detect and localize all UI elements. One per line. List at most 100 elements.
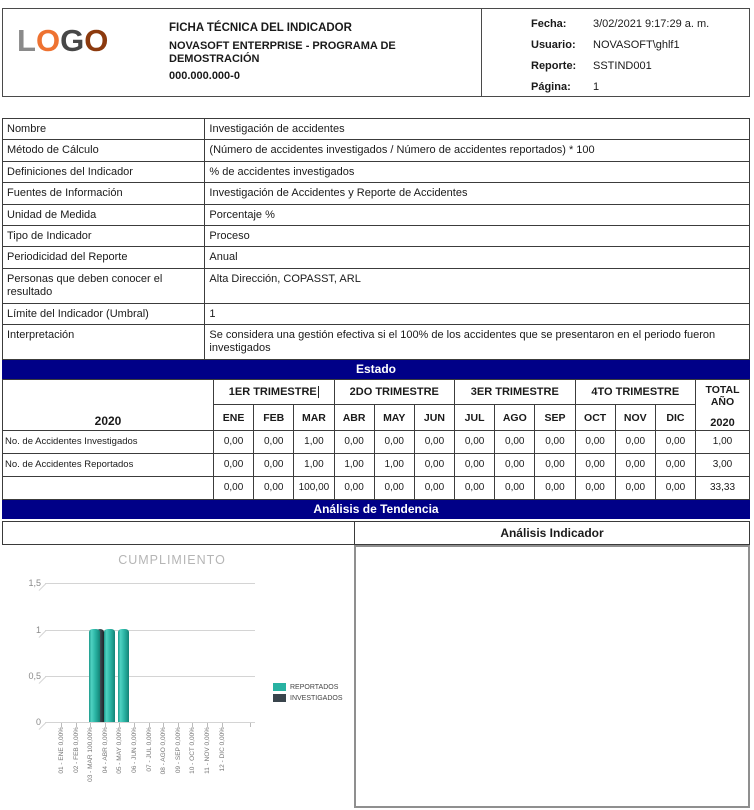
- company-logo: LOGO: [17, 25, 108, 56]
- estado-value-r1-c8: 0,00: [534, 452, 576, 477]
- x-tick-extra: [250, 722, 251, 727]
- chart-legend: REPORTADOS INVESTIGADOS: [273, 682, 343, 704]
- report-title: FICHA TÉCNICA DEL INDICADOR: [169, 22, 352, 34]
- company-code: 000.000.000-0: [169, 70, 240, 83]
- month-header-sep: SEP: [534, 404, 576, 431]
- estado-value-r0-c8: 0,00: [534, 429, 576, 454]
- logo-letter-2: G: [60, 23, 85, 58]
- info-row-label: Nombre: [1, 117, 206, 141]
- estado-value-r1-c7: 0,00: [494, 452, 536, 477]
- info-row-9: Interpretación Se considera una gestión e…: [1, 324, 750, 360]
- estado-data-row-0: No. de Accidentes Investigados 0,00 0,00 1,…: [2, 429, 750, 454]
- y-axis-label-1: 1: [35, 624, 41, 635]
- info-row-1: Método de Cálculo (Número de accidentes i…: [1, 139, 750, 162]
- estado-value-r2-c0: 0,00: [212, 475, 255, 500]
- x-tick-6: [134, 722, 135, 727]
- bottom-area: CUMPLIMIENTO REPORTADOS INVESTIGADOS 1,5 1…: [2, 544, 750, 810]
- legend-label-reportados: REPORTADOS: [290, 683, 339, 691]
- info-row-8: Límite del Indicador (Umbral) 1: [1, 302, 750, 326]
- info-row-4: Unidad de Medida Porcentaje %: [1, 203, 750, 227]
- legend-row-investigados: INVESTIGADOS: [273, 693, 343, 704]
- analisis-header-row: Análisis Indicador: [2, 520, 750, 545]
- month-header-ago: AGO: [494, 404, 536, 431]
- x-axis-label-8: 08 - AGO 0,00%: [160, 726, 168, 775]
- x-tick-7: [148, 722, 150, 727]
- estado-value-r0-c3: 0,00: [333, 429, 375, 454]
- estado-value-r0-c1: 0,00: [253, 429, 295, 454]
- quarter-header-3: 4TO TRIMESTRE: [574, 378, 697, 406]
- estado-value-r0-c0: 0,00: [212, 429, 255, 454]
- estado-value-r2-c7: 0,00: [494, 475, 536, 500]
- info-row-label: Personas que deben conocer el resultado: [1, 267, 206, 304]
- estado-value-r0-c6: 0,00: [454, 429, 496, 454]
- chart-title: CUMPLIMIENTO: [118, 552, 226, 567]
- estado-row-total-0: 1,00: [695, 429, 750, 454]
- estado-value-r2-c11: 0,00: [654, 475, 697, 500]
- x-axis-label-3: 03 - MAR 100,00%: [87, 726, 95, 782]
- info-row-0: Nombre Investigación de accidentes: [1, 117, 750, 141]
- logo-letter-3: O: [84, 23, 109, 58]
- estado-value-r1-c10: 0,00: [614, 452, 656, 477]
- estado-month-row: ENE FEB MAR ABR MAY JUN JUL AGO SEP OCT NOV DIC: [3, 404, 750, 431]
- info-row-label: Límite del Indicador (Umbral): [1, 302, 206, 326]
- gridline-1,5: [45, 582, 255, 584]
- estado-value-r1-c5: 0,00: [413, 452, 456, 477]
- x-tick-9: [177, 722, 179, 727]
- month-header-feb: FEB: [253, 404, 295, 431]
- legend-swatch-investigados: [273, 694, 286, 703]
- text-cursor: [317, 386, 319, 399]
- info-row-label: Periodicidad del Reporte: [1, 246, 206, 269]
- estado-data-row-2: 0,00 0,00 100,00 0,00 0,00 0,00 0,00 0,00 0,00 0,…: [2, 475, 750, 500]
- x-axis-label-1: 01 - ENE 0,00%: [58, 726, 65, 774]
- estado-value-r2-c9: 0,00: [574, 475, 616, 500]
- info-row-2: Definiciones del Indicador% de accidente…: [1, 160, 750, 184]
- report-subtitle: NOVASOFT ENTERPRISE - PROGRAMA DE DEMOST…: [169, 40, 396, 66]
- meta-value-usuario: NOVASOFT\ghlf1: [593, 39, 680, 51]
- x-tick-2: [75, 722, 77, 727]
- estado-value-r0-c2: 1,00: [293, 429, 335, 454]
- estado-value-r0-c10: 0,00: [614, 429, 656, 454]
- estado-data-row-1: No. de Accidentes Reportados 0,00 0,00 1,00…: [2, 452, 750, 477]
- bar-reportados-3: [89, 628, 101, 722]
- meta-label-pagina: Página:: [531, 81, 571, 93]
- x-tick-12: [221, 722, 223, 727]
- estado-value-r0-c9: 0,00: [574, 429, 616, 454]
- month-header-nov: NOV: [614, 404, 656, 431]
- info-row-label: Método de Cálculo: [1, 139, 206, 162]
- estado-value-r2-c10: 0,00: [614, 475, 656, 500]
- meta-value-pagina: 1: [593, 81, 600, 93]
- info-row-value: Alta Dirección, COPASST, ARL: [204, 267, 750, 304]
- x-axis-label-5: 05 - MAY 0,00%: [116, 726, 124, 774]
- estado-value-r1-c2: 1,00: [293, 452, 335, 477]
- estado-row-label: No. de Accidentes Investigados: [2, 429, 214, 454]
- estado-total-year: 2020: [710, 416, 735, 429]
- legend-row-reportados: REPORTADOS: [273, 682, 343, 693]
- quarter-header-1: 2DO TRIMESTRE: [333, 378, 456, 406]
- info-row-value: % de accidentes investigados: [204, 160, 750, 184]
- meta-value-fecha: 3/02/2021 9:17:29 a. m.: [593, 18, 710, 30]
- logo-letter-0: L: [17, 23, 36, 58]
- gridline-0: [45, 721, 255, 723]
- analisis-indicador-box[interactable]: [354, 544, 750, 808]
- x-tick-3: [90, 722, 92, 727]
- y-axis-label-0: 0: [35, 716, 41, 727]
- estado-tbody: 2020 1ER TRIMESTRE 2DO TRIMESTRE 3ER TRIMES…: [2, 378, 750, 500]
- x-tick-5: [119, 722, 121, 727]
- report-body: Nombre Investigación de accidentes Método …: [1, 117, 750, 810]
- x-tick-10: [192, 722, 194, 727]
- info-row-value: Investigación de Accidentes y Reporte de…: [204, 182, 750, 205]
- legend-swatch-reportados: [273, 683, 286, 692]
- estado-value-r1-c0: 0,00: [212, 452, 255, 477]
- estado-year-cell: 2020: [2, 378, 214, 431]
- estado-value-r2-c2: 100,00: [293, 475, 335, 500]
- quarter-header-0[interactable]: 1ER TRIMESTRE: [212, 378, 335, 406]
- estado-value-r0-c5: 0,00: [413, 429, 456, 454]
- x-tick-4: [104, 722, 106, 727]
- estado-value-r1-c9: 0,00: [574, 452, 616, 477]
- info-row-label: Interpretación: [1, 324, 206, 360]
- estado-value-r2-c5: 0,00: [413, 475, 456, 500]
- gridline-0,5: [45, 676, 255, 678]
- chart-plot: [38, 582, 255, 730]
- info-row-6: Periodicidad del Reporte Anual: [1, 246, 750, 269]
- month-header-abr: ABR: [333, 404, 375, 431]
